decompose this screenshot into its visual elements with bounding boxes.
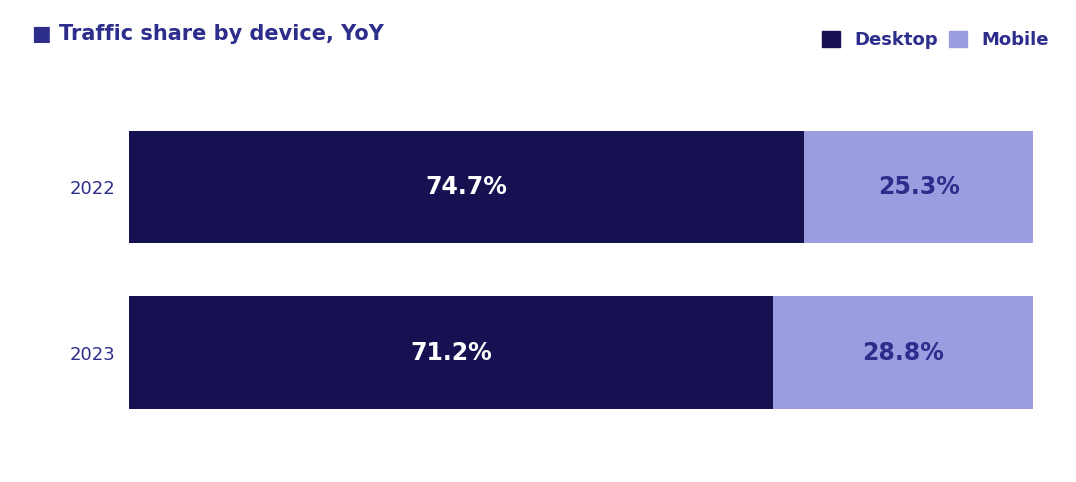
Text: 25.3%: 25.3% [878,175,960,199]
Legend: Desktop, Mobile: Desktop, Mobile [815,24,1057,56]
Text: 74.7%: 74.7% [426,175,508,199]
Bar [129,296,773,409]
Text: 71.2%: 71.2% [410,341,492,364]
Bar [129,131,804,243]
Text: ■ Traffic share by device, YoY: ■ Traffic share by device, YoY [32,24,384,44]
Bar [804,131,1033,243]
Bar [773,296,1033,409]
Text: 28.8%: 28.8% [862,341,944,364]
